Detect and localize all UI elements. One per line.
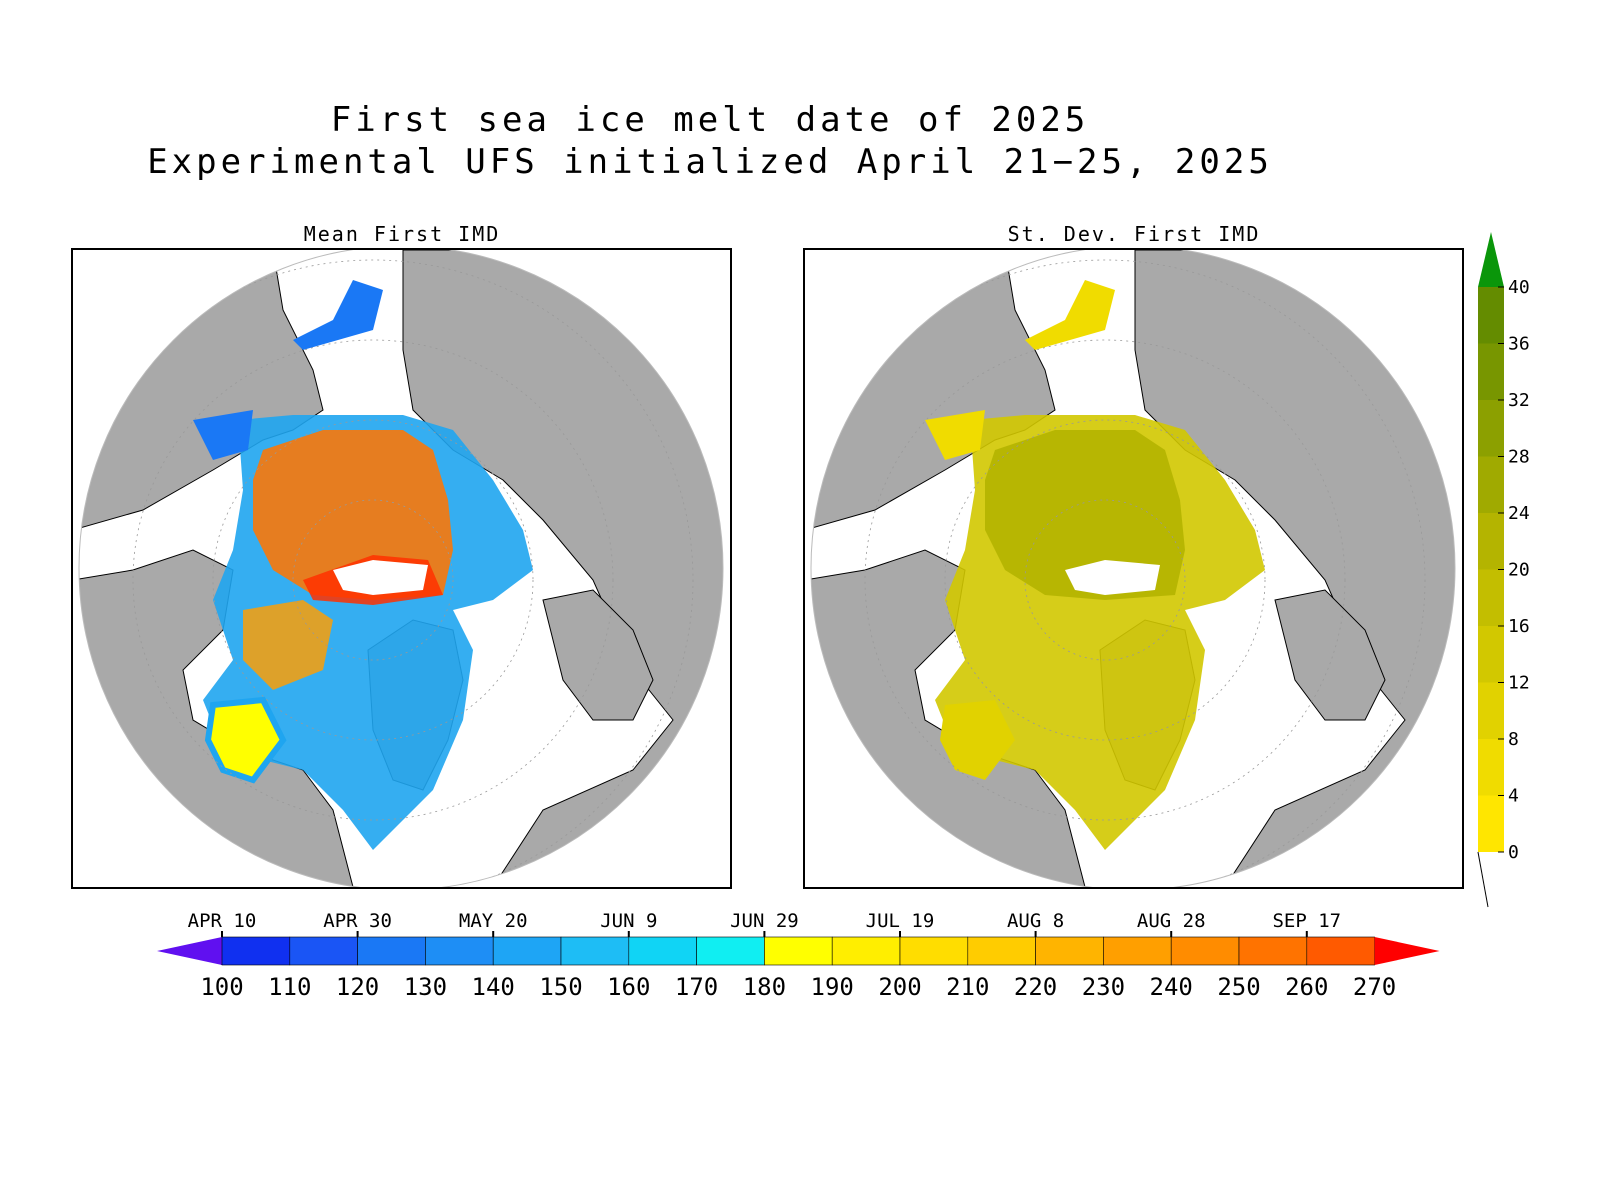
colorbar-value-label: 240 (1150, 973, 1193, 1001)
imd-colorbar-values: 100 110 120 130 140 150 160 170 180 190 200 210 220 2… (200, 973, 1396, 1001)
colorbar-date-label: AUG 28 (1137, 910, 1206, 932)
sd-colorbar-value-label: 8 (1508, 729, 1519, 750)
colorbar-segment (899, 936, 969, 966)
colorbar-over-arrow (1374, 937, 1440, 965)
colorbar-value-label: 110 (268, 973, 311, 1001)
sd-colorbar-segment (1478, 456, 1504, 513)
colorbar-segment (289, 936, 358, 966)
sd-colorbar-segment (1478, 287, 1504, 344)
colorbar-date-label: APR 30 (323, 910, 392, 932)
colorbar-date-label: JUN 9 (600, 910, 657, 932)
colorbar-value-label: 130 (404, 973, 447, 1001)
mean-imd-map (71, 248, 732, 889)
main-title-line2: Experimental UFS initialized April 21−25… (147, 142, 1273, 182)
mean-imd-map-svg (78, 250, 724, 887)
mean-ice-core-area (253, 430, 453, 600)
colorbar-segment (1170, 936, 1240, 966)
sd-colorbar-segment (1478, 682, 1504, 739)
colorbar-segment (425, 936, 494, 966)
bering-ice (293, 280, 383, 350)
colorbar-value-label: 190 (811, 973, 854, 1001)
mean-ice-open-center (333, 560, 428, 595)
sd-hudson-bay (940, 700, 1015, 780)
colorbar-under-arrow (157, 937, 222, 965)
colorbar-value-label: 200 (878, 973, 921, 1001)
colorbar-segment (967, 936, 1036, 966)
sd-imd-map-svg (810, 250, 1456, 887)
colorbar-segment (492, 936, 562, 966)
sd-colorbar-segment (1478, 739, 1504, 796)
colorbar-value-label: 250 (1217, 973, 1260, 1001)
right-panel-title: St. Dev. First IMD (1007, 222, 1261, 246)
sd-colorbar-value-label: 36 (1508, 334, 1530, 355)
colorbar-date-label: JUN 29 (730, 910, 799, 932)
sd-colorbar-value-label: 40 (1508, 277, 1530, 298)
colorbar-segment (1103, 936, 1172, 966)
colorbar-segment (357, 936, 426, 966)
sd-colorbar-value-label: 0 (1508, 842, 1519, 863)
colorbar-date-label: SEP 17 (1272, 910, 1341, 932)
colorbar-value-label: 210 (946, 973, 989, 1001)
colorbar-value-label: 170 (675, 973, 718, 1001)
sd-baltic (925, 410, 985, 460)
colorbar-value-label: 150 (539, 973, 582, 1001)
sd-colorbar-value-label: 28 (1508, 447, 1530, 468)
colorbar-value-label: 140 (472, 973, 515, 1001)
sd-colorbar-segment (1478, 795, 1504, 852)
sd-bering (1025, 280, 1115, 350)
colorbar-segment (221, 936, 291, 966)
sd-colorbar-labels: 0 4 8 12 16 20 24 28 32 36 40 (1498, 277, 1530, 863)
imd-colorbar: APR 10 APR 30 MAY 20 JUN 9 JUN 29 JUL 19 AUG 8… (157, 910, 1440, 1001)
sd-colorbar-under-mark (1477, 851, 1489, 908)
sd-colorbar-segments (1477, 232, 1504, 908)
sd-colorbar-value-label: 24 (1508, 503, 1530, 524)
colorbar-segment (628, 936, 697, 966)
sd-colorbar: 0 4 8 12 16 20 24 28 32 36 40 (1477, 232, 1530, 908)
colorbar-value-label: 260 (1285, 973, 1328, 1001)
sd-colorbar-value-label: 4 (1508, 786, 1519, 807)
colorbar-date-label: AUG 8 (1007, 910, 1064, 932)
colorbar-segment (831, 936, 901, 966)
sd-colorbar-segment (1478, 513, 1504, 570)
left-panel-title: Mean First IMD (303, 222, 501, 246)
imd-colorbar-segments (157, 936, 1440, 966)
archipelago-ice (243, 600, 333, 690)
colorbar-value-label: 120 (336, 973, 379, 1001)
colorbar-value-label: 230 (1082, 973, 1125, 1001)
hudson-bay-ice (204, 696, 287, 784)
colorbar-date-label: MAY 20 (459, 910, 528, 932)
sd-colorbar-value-label: 16 (1508, 616, 1530, 637)
colorbar-date-label: JUL 19 (866, 910, 935, 932)
sd-colorbar-segment (1478, 343, 1504, 400)
sd-colorbar-value-label: 12 (1508, 673, 1530, 694)
sd-colorbar-segment (1478, 400, 1504, 457)
colorbar-segment (560, 936, 630, 966)
sd-colorbar-value-label: 20 (1508, 560, 1530, 581)
imd-colorbar-dates: APR 10 APR 30 MAY 20 JUN 9 JUN 29 JUL 19 AUG 8… (188, 910, 1341, 965)
colorbar-value-label: 160 (607, 973, 650, 1001)
colorbar-segment (1306, 936, 1375, 966)
sd-imd-map (803, 248, 1464, 889)
colorbar-value-label: 220 (1014, 973, 1057, 1001)
colorbar-segment (1035, 936, 1104, 966)
sd-ice-inner (985, 430, 1185, 600)
colorbar-segment (696, 936, 765, 966)
sd-colorbar-segment (1478, 626, 1504, 683)
sd-colorbar-value-label: 32 (1508, 390, 1530, 411)
main-title-line1: First sea ice melt date of 2025 (330, 100, 1090, 140)
colorbar-segment (764, 936, 833, 966)
scandinavia-land (542, 589, 654, 721)
colorbar-value-label: 270 (1353, 973, 1396, 1001)
colorbar-date-label: APR 10 (188, 910, 257, 932)
colorbar-value-label: 180 (743, 973, 786, 1001)
colorbar-segment (1238, 936, 1308, 966)
scandinavia-land-r (1274, 589, 1386, 721)
colorbar-value-label: 100 (200, 973, 243, 1001)
sd-colorbar-segment (1478, 569, 1504, 626)
sd-ice-open-center (1065, 560, 1160, 595)
sd-colorbar-over-arrow (1478, 232, 1504, 287)
baltic-ice (193, 410, 253, 460)
